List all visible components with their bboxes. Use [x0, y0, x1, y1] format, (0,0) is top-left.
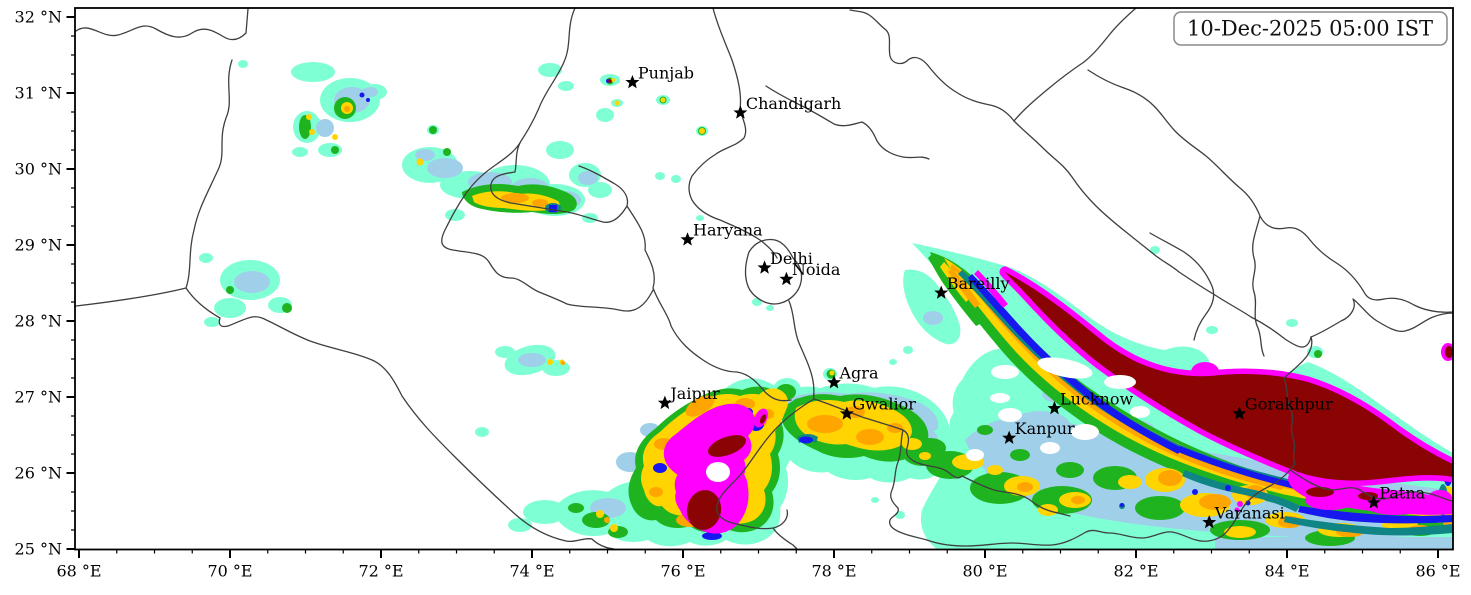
city-star-icon: [657, 395, 672, 410]
city-label: Chandigarh: [746, 94, 841, 113]
city-star-icon: [934, 285, 949, 299]
x-tick-label: 72 °E: [358, 562, 403, 581]
city-label: Patna: [1379, 484, 1425, 503]
x-tick-label: 82 °E: [1113, 562, 1158, 581]
y-tick-label: 27 °N: [15, 388, 62, 407]
city-marker: Varanasi: [1202, 503, 1285, 529]
city-label: Punjab: [638, 63, 694, 82]
boundary-west: [75, 8, 792, 550]
x-tick-label: 68 °E: [56, 562, 101, 581]
state-boundaries: [75, 8, 1453, 550]
map-frame: [74, 7, 1454, 551]
city-marker: Gorakhpur: [1232, 395, 1333, 420]
y-tick-label: 28 °N: [15, 312, 62, 331]
city-marker: Jaipur: [657, 384, 720, 410]
city-star-icon: [733, 105, 748, 119]
boundary-north: [688, 8, 930, 400]
y-axis-ticks: 25 °N 26 °N 27 °N 28 °N 29 °N 30 °N 31 °N 32 °N: [15, 8, 75, 559]
city-star-icon: [680, 232, 695, 246]
x-tick-label: 80 °E: [962, 562, 1007, 581]
city-star-icon: [757, 260, 772, 274]
y-tick-label: 26 °N: [15, 464, 62, 483]
city-star-icon: [1366, 495, 1381, 509]
x-tick-label: 70 °E: [207, 562, 252, 581]
city-star-icon: [1232, 406, 1247, 420]
city-marker: Gwalior: [839, 395, 916, 420]
city-label: Noida: [792, 260, 841, 279]
x-tick-label: 86 °E: [1415, 562, 1460, 581]
city-star-icon: [625, 74, 640, 89]
city-label: Varanasi: [1214, 503, 1285, 522]
x-tick-label: 74 °E: [509, 562, 554, 581]
boundary-himalaya-nepal: [849, 8, 1453, 357]
city-label: Haryana: [693, 221, 763, 240]
city-label: Delhi: [770, 249, 813, 268]
city-marker: Agra: [827, 364, 879, 389]
city-label: Agra: [839, 364, 879, 383]
city-label: Gorakhpur: [1245, 395, 1333, 414]
timestamp-label: 10-Dec-2025 05:00 IST: [1187, 17, 1433, 41]
city-star-icon: [779, 271, 794, 286]
x-tick-label: 84 °E: [1264, 562, 1309, 581]
precip-holes: [706, 357, 1150, 482]
city-star-icon: [1002, 430, 1017, 445]
city-label: Kanpur: [1015, 419, 1075, 438]
city-marker: Bareilly: [934, 274, 1010, 299]
y-tick-label: 30 °N: [15, 160, 62, 179]
city-star-icon: [1202, 515, 1217, 529]
city-marker: Haryana: [680, 221, 763, 246]
city-marker: Punjab: [625, 63, 694, 89]
city-star-icon: [839, 406, 854, 420]
city-marker: Lucknow: [1047, 389, 1134, 415]
city-star-icon: [1047, 401, 1062, 415]
x-tick-label: 76 °E: [660, 562, 705, 581]
city-marker: Chandigarh: [733, 94, 841, 119]
x-tick-label: 78 °E: [811, 562, 856, 581]
city-label: Bareilly: [947, 274, 1010, 293]
x-axis-ticks: 68 °E 70 °E 72 °E 74 °E 76 °E 78 °E 80 °E 82 °E…: [56, 549, 1461, 581]
y-tick-label: 25 °N: [15, 540, 62, 559]
boundary-central: [716, 336, 1453, 550]
city-marker: Patna: [1366, 484, 1426, 509]
city-marker: Noida: [779, 260, 841, 286]
y-tick-label: 31 °N: [15, 84, 62, 103]
city-marker: Delhi: [757, 249, 813, 274]
city-star-icon: [827, 375, 841, 389]
city-label: Lucknow: [1060, 389, 1134, 408]
y-tick-label: 32 °N: [15, 8, 62, 27]
city-label: Jaipur: [668, 384, 720, 403]
y-tick-label: 29 °N: [15, 236, 62, 255]
city-marker: Kanpur: [1002, 419, 1075, 445]
city-label: Gwalior: [852, 395, 916, 414]
timestamp-box: 10-Dec-2025 05:00 IST: [1173, 11, 1448, 46]
precip-layer-darkred: [608, 79, 1453, 530]
